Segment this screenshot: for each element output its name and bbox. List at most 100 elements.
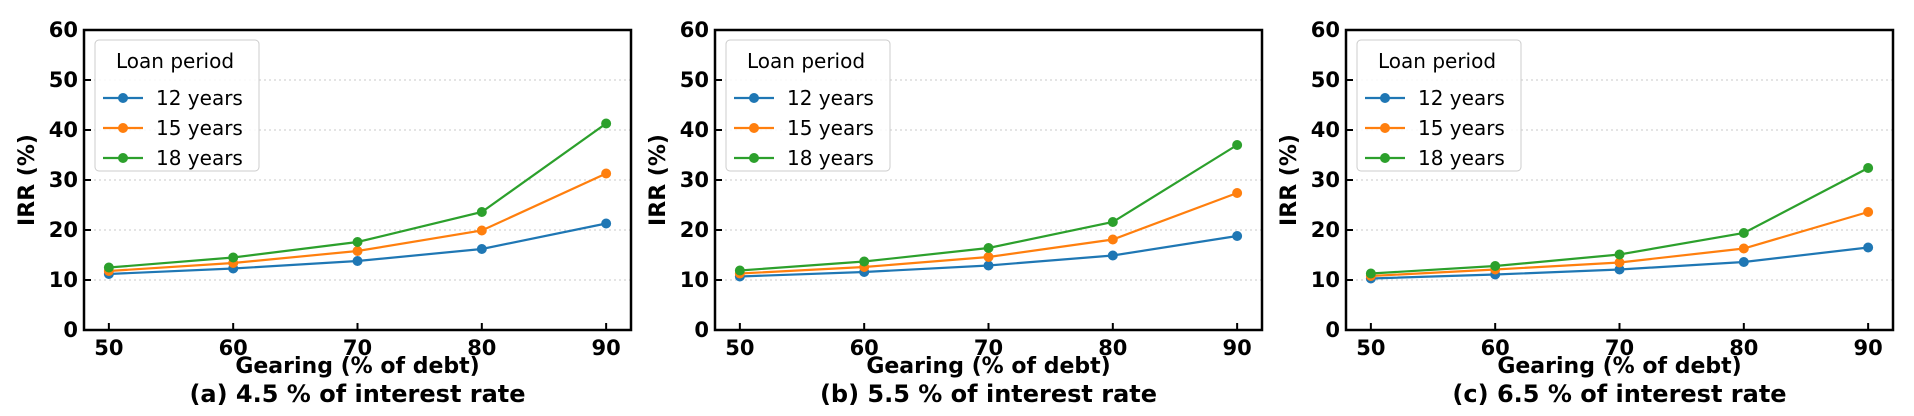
x-tick-label: 50 [725, 336, 754, 360]
subplot-caption: (a) 4.5 % of interest rate [189, 380, 525, 408]
data-point [476, 244, 487, 254]
y-tick-label: 0 [63, 318, 78, 342]
legend-title: Loan period [1378, 49, 1496, 73]
y-tick-label: 40 [680, 118, 709, 142]
x-tick-label: 70 [1605, 336, 1634, 360]
legend-entry: 18 years [787, 146, 874, 170]
legend-entry: 18 years [1418, 146, 1505, 170]
data-point [1232, 140, 1243, 150]
data-point [1863, 207, 1874, 217]
x-tick-label: 90 [1223, 336, 1252, 360]
legend-title: Loan period [116, 49, 234, 73]
legend-swatch-marker [118, 153, 128, 163]
data-point [1614, 249, 1625, 260]
legend-swatch-marker [749, 93, 759, 103]
y-tick-label: 60 [1311, 18, 1340, 42]
data-point [476, 225, 487, 236]
data-point [352, 256, 363, 266]
y-axis-label: IRR (%) [1277, 134, 1302, 226]
y-tick-label: 50 [49, 68, 78, 92]
x-tick-label: 90 [592, 336, 621, 360]
x-tick-label: 80 [1729, 336, 1758, 360]
x-tick-label: 50 [1356, 336, 1385, 360]
legend-entry: 12 years [787, 86, 874, 110]
data-point [1232, 188, 1243, 198]
y-tick-label: 20 [1311, 218, 1340, 242]
data-point [1365, 268, 1376, 279]
y-tick-label: 30 [680, 168, 709, 192]
legend-swatch-marker [118, 93, 128, 103]
y-tick-label: 0 [694, 318, 709, 342]
legend-swatch-marker [1380, 93, 1390, 103]
data-point [1738, 243, 1749, 254]
y-tick-label: 20 [49, 218, 78, 242]
y-tick-label: 30 [49, 168, 78, 192]
x-tick-label: 50 [94, 336, 123, 360]
legend-swatch-marker [118, 123, 128, 133]
legend-entry: 18 years [156, 146, 243, 170]
data-point [1107, 234, 1118, 245]
data-point [1863, 242, 1874, 253]
data-point [1107, 217, 1118, 227]
y-tick-label: 0 [1325, 318, 1340, 342]
y-tick-label: 50 [1311, 68, 1340, 92]
legend-swatch-marker [1380, 153, 1390, 163]
legend-entry: 12 years [1418, 86, 1505, 110]
y-tick-label: 10 [680, 268, 709, 292]
legend-title: Loan period [747, 49, 865, 73]
y-tick-label: 10 [1311, 268, 1340, 292]
x-tick-label: 60 [1481, 336, 1510, 360]
chart-panel-c: 0 10 20 30 40 50 60 50 60 70 80 90 Gearing (% of deb… [1277, 18, 1895, 408]
data-point [1614, 264, 1625, 275]
data-point [1232, 231, 1243, 241]
legend-entry: 15 years [787, 116, 874, 140]
legend-swatch-marker [749, 123, 759, 133]
data-point [1107, 250, 1118, 261]
data-point [601, 168, 612, 179]
data-point [1738, 257, 1749, 267]
y-tick-label: 10 [49, 268, 78, 292]
y-axis-label: IRR (%) [15, 134, 40, 226]
data-point [734, 265, 745, 276]
y-axis-label: IRR (%) [646, 134, 671, 226]
data-point [983, 243, 994, 253]
data-point [1738, 228, 1749, 238]
legend-entry: 12 years [156, 86, 243, 110]
y-tick-label: 30 [1311, 168, 1340, 192]
x-axis-label: Gearing (% of debt) [1497, 354, 1741, 379]
data-point [352, 237, 363, 247]
data-point [1490, 261, 1501, 271]
legend-swatch-marker [1380, 123, 1390, 133]
y-tick-label: 50 [680, 68, 709, 92]
data-point [476, 207, 487, 217]
x-tick-label: 80 [1098, 336, 1127, 360]
subplot-caption: (b) 5.5 % of interest rate [820, 380, 1157, 408]
data-point [103, 262, 114, 273]
x-tick-label: 60 [219, 336, 248, 360]
chart-panel-a: 0 10 20 30 40 50 60 50 60 70 80 90 Gearing (% of deb… [15, 18, 633, 408]
x-tick-label: 80 [467, 336, 496, 360]
y-tick-label: 40 [1311, 118, 1340, 142]
x-axis-label: Gearing (% of debt) [235, 354, 479, 379]
legend-box [94, 39, 260, 172]
data-point [859, 256, 870, 267]
legend-swatch-marker [749, 153, 759, 163]
x-tick-label: 70 [343, 336, 372, 360]
data-point [601, 118, 612, 129]
x-tick-label: 70 [974, 336, 1003, 360]
y-tick-label: 40 [49, 118, 78, 142]
subplot-caption: (c) 6.5 % of interest rate [1452, 380, 1786, 408]
data-point [983, 260, 994, 271]
x-tick-label: 60 [850, 336, 879, 360]
legend-box [1356, 39, 1522, 172]
data-point [352, 246, 363, 256]
y-tick-label: 60 [49, 18, 78, 42]
y-tick-label: 20 [680, 218, 709, 242]
y-tick-label: 60 [680, 18, 709, 42]
data-point [983, 252, 994, 262]
x-tick-label: 90 [1854, 336, 1883, 360]
chart-panel-b: 0 10 20 30 40 50 60 50 60 70 80 90 Gearing (% of deb… [646, 18, 1264, 408]
legend-entry: 15 years [1418, 116, 1505, 140]
